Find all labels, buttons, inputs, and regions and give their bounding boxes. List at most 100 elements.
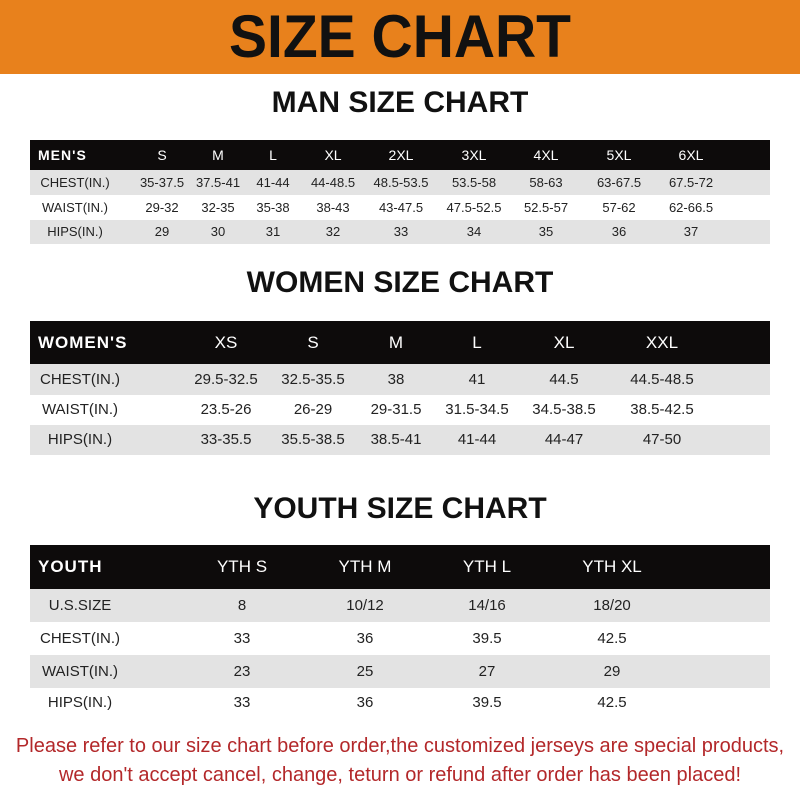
- table-cell: 38.5-41: [370, 431, 422, 448]
- row-label: WAIST(IN.): [42, 200, 108, 215]
- size-header: S: [157, 147, 167, 163]
- table-cell: 36: [356, 630, 374, 647]
- size-header: XL: [324, 147, 342, 163]
- table-cell: 35-37.5: [139, 175, 185, 190]
- table-cell: 44.5-48.5: [630, 371, 694, 388]
- table-cell: 41-44: [457, 431, 497, 448]
- men-size-table: MEN'S S M L XL 2XL 3XL 4XL 5XL 6XL CHEST(IN.) 35-37…: [30, 140, 770, 244]
- table-cell: 42.5: [597, 694, 627, 711]
- page-title: SIZE CHART: [229, 3, 571, 70]
- table-row: CHEST(IN.) 33 36 39.5 42.5: [30, 622, 770, 655]
- table-cell: 41: [468, 371, 486, 388]
- title-banner: SIZE CHART: [0, 0, 800, 74]
- row-label: U.S.SIZE: [48, 597, 112, 614]
- size-header: XS: [214, 333, 238, 352]
- table-cell: 29: [603, 663, 621, 680]
- table-cell: 30: [210, 224, 226, 239]
- size-header: 5XL: [606, 147, 632, 163]
- table-cell: 29: [154, 224, 170, 239]
- table-cell: 35.5-38.5: [281, 431, 345, 448]
- table-cell: 38: [387, 371, 405, 388]
- table-row: WAIST(IN.) 29-32 32-35 35-38 38-43 43-47.5 47.…: [30, 195, 770, 220]
- size-header: YTH XL: [582, 557, 642, 576]
- size-header: 2XL: [388, 147, 414, 163]
- table-cell: 43-47.5: [378, 200, 424, 215]
- row-label: HIPS(IN.): [47, 431, 113, 448]
- table-row: U.S.SIZE 8 10/12 14/16 18/20: [30, 589, 770, 622]
- table-cell: 44.5: [549, 371, 579, 388]
- header-row: WOMEN'S XS S M L XL XXL: [30, 321, 770, 364]
- table-row: WAIST(IN.) 23.5-26 26-29 29-31.5 31.5-34.5 34…: [30, 395, 770, 425]
- youth-size-table: YOUTH YTH S YTH M YTH L YTH XL U.S.SIZE 8 10/12…: [30, 545, 770, 718]
- row-label: WAIST(IN.): [41, 401, 119, 418]
- table-cell: 31: [265, 224, 281, 239]
- size-header: L: [269, 147, 277, 163]
- size-header: YTH S: [216, 557, 268, 576]
- table-cell: 47.5-52.5: [446, 200, 502, 215]
- table-row: HIPS(IN.) 33-35.5 35.5-38.5 38.5-41 41-44 44-…: [30, 425, 770, 455]
- table-cell: 32.5-35.5: [281, 371, 345, 388]
- table-cell: 52.5-57: [523, 200, 569, 215]
- table-heading: MEN'S: [38, 147, 87, 163]
- table-cell: 36: [356, 694, 374, 711]
- table-cell: 23: [233, 663, 251, 680]
- table-cell: 18/20: [593, 597, 631, 614]
- table-cell: 63-67.5: [596, 175, 642, 190]
- table-cell: 32: [325, 224, 341, 239]
- table-cell: 35: [538, 224, 554, 239]
- size-header: YTH L: [462, 557, 512, 576]
- men-section-title: MAN SIZE CHART: [271, 86, 529, 119]
- table-row: WAIST(IN.) 23 25 27 29: [30, 655, 770, 688]
- row-label: HIPS(IN.): [47, 694, 113, 711]
- table-cell: 44-47: [544, 431, 584, 448]
- table-cell: 57-62: [602, 200, 636, 215]
- table-cell: 33: [233, 630, 251, 647]
- table-cell: 29.5-32.5: [194, 371, 258, 388]
- table-cell: 34: [466, 224, 482, 239]
- table-cell: 35-38: [256, 200, 290, 215]
- row-label: CHEST(IN.): [40, 175, 110, 190]
- table-cell: 62-66.5: [668, 200, 714, 215]
- header-row: MEN'S S M L XL 2XL 3XL 4XL 5XL 6XL: [30, 140, 770, 170]
- table-cell: 58-63: [529, 175, 563, 190]
- women-size-table: WOMEN'S XS S M L XL XXL CHEST(IN.) 29.5-32.5 32.5…: [30, 321, 770, 455]
- table-cell: 8: [237, 597, 247, 614]
- table-cell: 44-48.5: [310, 175, 356, 190]
- table-cell: 31.5-34.5: [445, 401, 509, 418]
- size-header: S: [307, 333, 319, 352]
- table-cell: 37: [683, 224, 699, 239]
- size-header: M: [212, 147, 224, 163]
- table-cell: 37.5-41: [195, 175, 241, 190]
- table-row: HIPS(IN.) 29 30 31 32 33 34 35 36 37: [30, 220, 770, 244]
- row-label: CHEST(IN.): [40, 371, 120, 388]
- size-header: 3XL: [461, 147, 487, 163]
- table-cell: 23.5-26: [200, 401, 252, 418]
- table-cell: 27: [478, 663, 496, 680]
- table-cell: 47-50: [642, 431, 682, 448]
- table-row: CHEST(IN.) 29.5-32.5 32.5-35.5 38 41 44.5 44.5…: [30, 364, 770, 395]
- table-row: HIPS(IN.) 33 36 39.5 42.5: [30, 688, 770, 718]
- header-row: YOUTH YTH S YTH M YTH L YTH XL: [30, 545, 770, 589]
- table-cell: 36: [611, 224, 627, 239]
- table-heading: YOUTH: [38, 557, 103, 576]
- table-cell: 10/12: [346, 597, 384, 614]
- row-label: HIPS(IN.): [47, 224, 103, 239]
- youth-section-title: YOUTH SIZE CHART: [253, 492, 547, 525]
- size-header: 4XL: [533, 147, 559, 163]
- table-cell: 67.5-72: [668, 175, 714, 190]
- table-cell: 38.5-42.5: [630, 401, 694, 418]
- size-header: L: [472, 333, 482, 352]
- row-label: WAIST(IN.): [41, 663, 119, 680]
- size-header: YTH M: [338, 557, 392, 576]
- notice-line-2: we don't accept cancel, change, teturn o…: [58, 764, 742, 786]
- women-section-title: WOMEN SIZE CHART: [246, 266, 554, 299]
- row-label: CHEST(IN.): [40, 630, 120, 647]
- table-row: CHEST(IN.) 35-37.5 37.5-41 41-44 44-48.5 48.5…: [30, 170, 770, 195]
- table-cell: 34.5-38.5: [532, 401, 596, 418]
- size-header: M: [388, 333, 404, 352]
- table-cell: 32-35: [201, 200, 235, 215]
- notice-line-1: Please refer to our size chart before or…: [15, 735, 785, 757]
- table-cell: 33: [393, 224, 409, 239]
- table-cell: 53.5-58: [451, 175, 497, 190]
- table-cell: 29-31.5: [370, 401, 422, 418]
